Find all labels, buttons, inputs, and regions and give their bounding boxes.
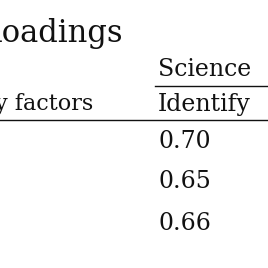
Text: 0.70: 0.70 xyxy=(158,130,211,153)
Text: Science: Science xyxy=(158,58,251,81)
Text: y factors: y factors xyxy=(0,93,93,115)
Text: 0.66: 0.66 xyxy=(158,212,211,235)
Text: loadings: loadings xyxy=(0,18,123,49)
Text: Identify: Identify xyxy=(158,93,251,116)
Text: 0.65: 0.65 xyxy=(158,170,211,193)
